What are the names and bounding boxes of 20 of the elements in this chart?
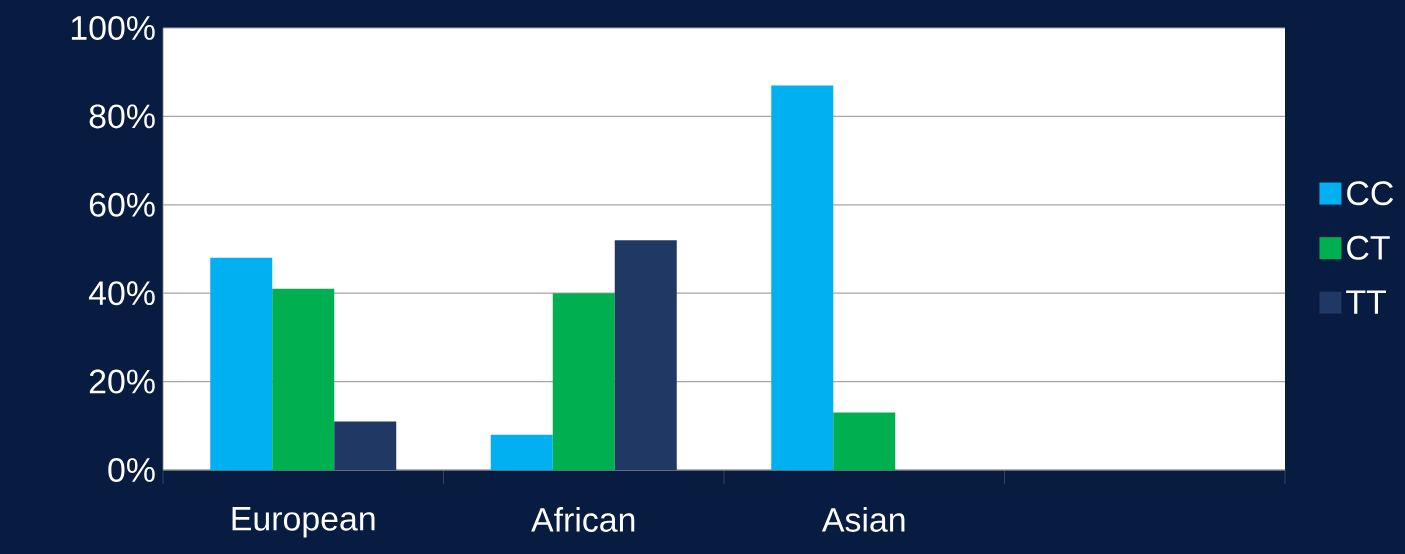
x-tick-label: Asian [821,507,905,532]
bar [334,421,397,470]
y-tick-label: 60% [89,192,155,217]
y-tick-label: 80% [89,104,155,129]
bar [614,240,677,470]
legend-label: CT [1347,235,1390,260]
x-tick-label: European [232,507,375,538]
y-tick-label: 20% [89,369,155,394]
y-tick-label: 100% [71,16,155,40]
y-tick-label: 0% [108,458,155,482]
bar [210,257,273,470]
bar [272,288,335,470]
legend-label: CC [1347,181,1394,206]
bar [490,434,553,470]
legend-label: TT [1346,290,1387,314]
y-tick-label: 40% [88,281,155,306]
x-tick-label: African [531,507,635,532]
bar [552,293,615,470]
bar [833,412,896,470]
bar [771,85,834,470]
